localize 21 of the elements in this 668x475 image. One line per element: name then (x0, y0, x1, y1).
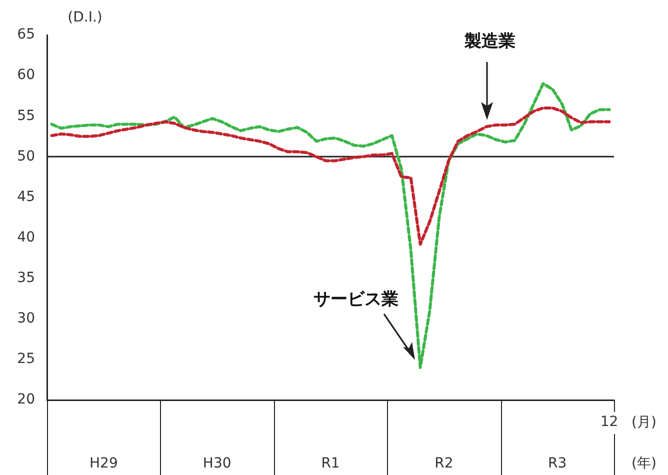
x-axis-title: (年) (632, 456, 656, 472)
series-label: サービス業 (314, 289, 398, 310)
text: H29 (90, 456, 118, 472)
text: R2 (434, 456, 454, 472)
y-tick-label: 35 (17, 270, 35, 286)
text: H30 (202, 456, 232, 472)
y-tick-label: 55 (17, 108, 35, 124)
y-tick-label: 40 (17, 229, 35, 246)
text: R1 (321, 456, 340, 472)
y-tick-label: 20 (17, 392, 35, 408)
y-tick-label: 25 (17, 351, 35, 368)
y-tick-label: 50 (17, 148, 35, 164)
y-tick-label: 45 (17, 188, 35, 205)
y-tick-label: 60 (17, 67, 35, 84)
y-tick-label: 30 (17, 310, 35, 327)
x-tick-label: 12 (600, 414, 618, 430)
y-tick-label: 65 (17, 26, 35, 43)
text: (月) (632, 414, 656, 431)
text: R3 (548, 456, 567, 472)
text: 製造業 (464, 31, 516, 52)
y-axis-title: (D.I.) (68, 10, 102, 26)
